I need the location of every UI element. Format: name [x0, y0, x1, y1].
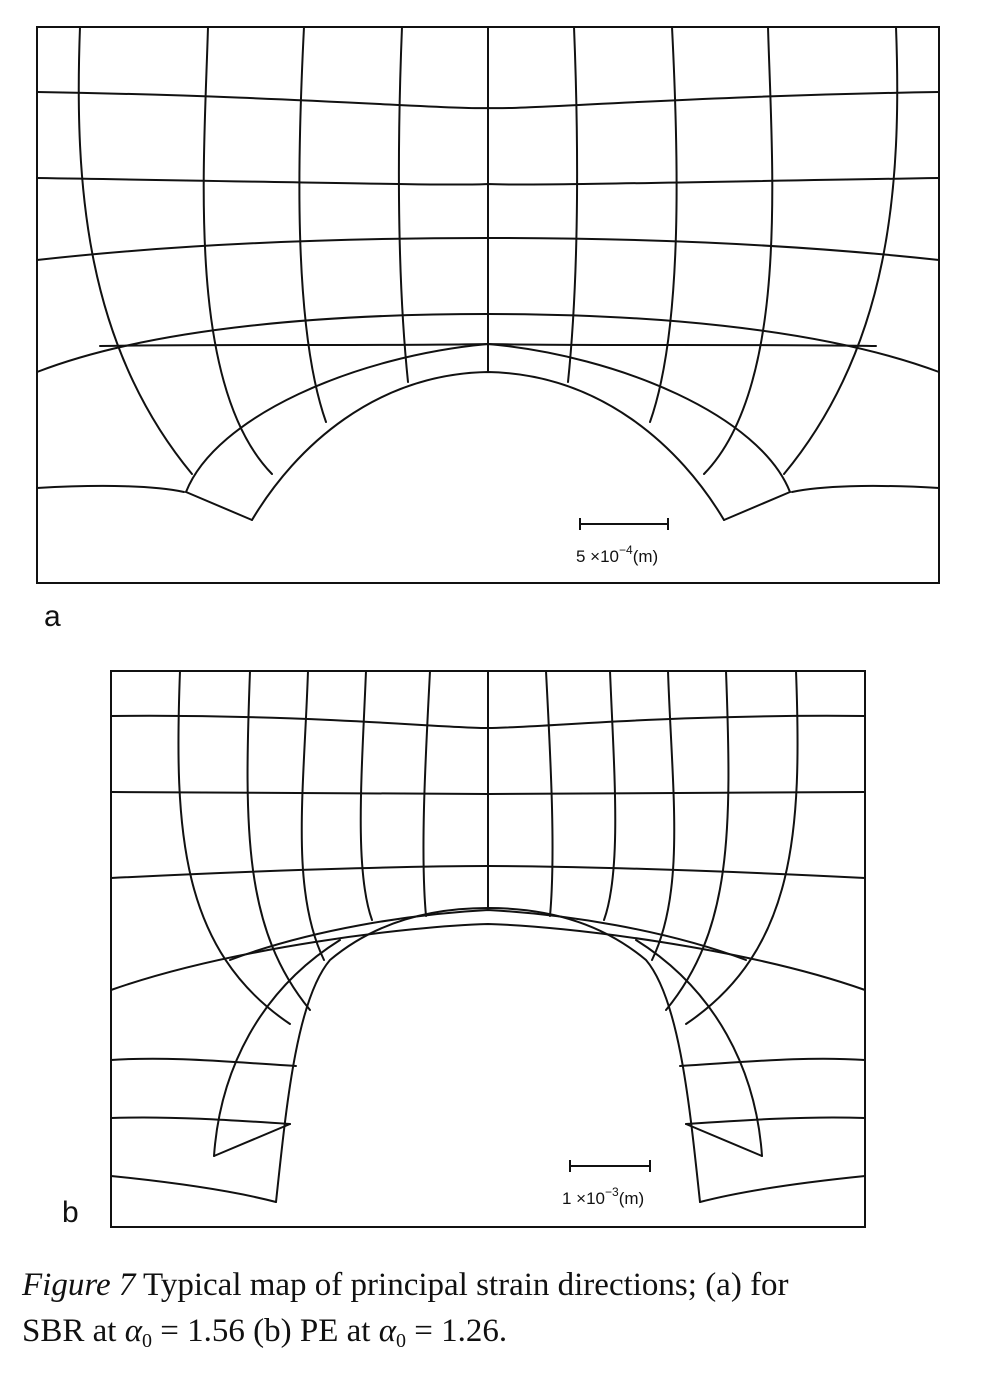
figure-number: Figure 7	[22, 1267, 136, 1303]
panel-a-scale-bar	[579, 518, 669, 530]
panel-b-scale-bar	[569, 1160, 651, 1172]
strain-map-a-figure: 5 ×10−4(m)	[36, 26, 940, 584]
panel-b-strain-grid	[110, 670, 866, 1203]
panel-a-strain-grid	[36, 26, 940, 521]
alpha-subscript-1: 0	[142, 1330, 153, 1352]
panel-a-letter: a	[44, 600, 61, 633]
caption-text-2: SBR at	[22, 1313, 125, 1349]
strain-map-panel-a: 5 ×10−4(m)	[36, 26, 940, 584]
caption-eq-2: = 1.26.	[406, 1313, 508, 1349]
panel-a-scale-label: 5 ×10−4(m)	[576, 543, 658, 566]
alpha-subscript-2: 0	[396, 1330, 407, 1352]
strain-map-panel-b: 1 ×10−3(m)	[110, 670, 866, 1228]
alpha-symbol-2: α	[378, 1313, 397, 1349]
panel-b-letter: b	[62, 1196, 79, 1229]
caption-text-1: Typical map of principal strain directio…	[135, 1267, 789, 1303]
alpha-symbol-1: α	[124, 1313, 143, 1349]
figure-caption: Figure 7 Typical map of principal strain…	[22, 1262, 972, 1364]
caption-eq-1: = 1.56 (b) PE at	[152, 1313, 379, 1349]
panel-b-scale-label: 1 ×10−3(m)	[562, 1185, 644, 1208]
strain-map-b-figure: 1 ×10−3(m)	[110, 670, 866, 1228]
